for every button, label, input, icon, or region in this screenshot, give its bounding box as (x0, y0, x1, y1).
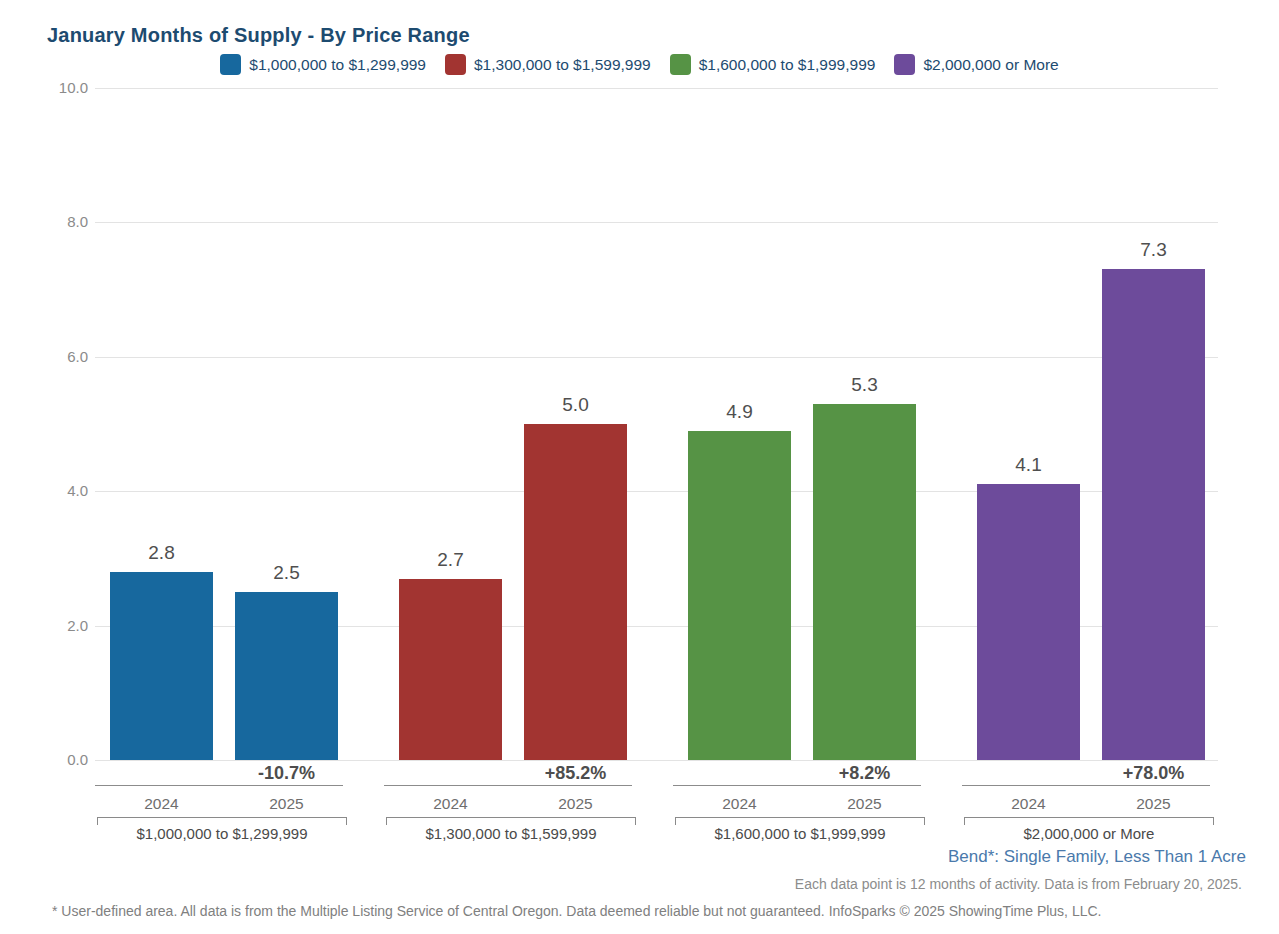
gridline-6.0 (95, 357, 1218, 358)
footer-location-label: Bend*: Single Family, Less Than 1 Acre (948, 847, 1246, 867)
footer-data-note: Each data point is 12 months of activity… (795, 876, 1242, 892)
year-axis-label: 2024 (110, 795, 213, 813)
y-axis-tick-6.0: 6.0 (28, 348, 88, 365)
year-axis-label: 2024 (688, 795, 791, 813)
percent-change-label: +85.2% (494, 763, 657, 784)
group-bracket (97, 817, 347, 825)
bar-value-label: 2.5 (205, 562, 368, 584)
chart-title: January Months of Supply - By Price Rang… (47, 24, 470, 47)
legend-item-3[interactable]: $1,600,000 to $1,999,999 (670, 54, 876, 75)
percent-change-label: +78.0% (1072, 763, 1235, 784)
group-axis-rule (95, 785, 343, 786)
legend-item-1[interactable]: $1,000,000 to $1,299,999 (220, 54, 426, 75)
bar-value-label: 5.3 (783, 374, 946, 396)
bar-group2-2025[interactable] (524, 424, 627, 760)
year-axis-label: 2024 (399, 795, 502, 813)
gridline-8.0 (95, 222, 1218, 223)
bar-group3-2024[interactable] (688, 431, 791, 760)
bar-group1-2024[interactable] (110, 572, 213, 760)
chart-page: January Months of Supply - By Price Rang… (0, 0, 1279, 934)
year-axis-label: 2025 (524, 795, 627, 813)
group-axis-rule (673, 785, 921, 786)
y-axis-tick-10.0: 10.0 (28, 79, 88, 96)
bar-value-label: 2.8 (80, 542, 243, 564)
y-axis-tick-2.0: 2.0 (28, 617, 88, 634)
bar-value-label: 7.3 (1072, 239, 1235, 261)
bar-value-label: 5.0 (494, 394, 657, 416)
bar-group4-2025[interactable] (1102, 269, 1205, 760)
legend-item-label: $1,000,000 to $1,299,999 (249, 56, 426, 74)
legend-swatch-icon (670, 54, 691, 75)
bar-value-label: 4.9 (658, 401, 821, 423)
price-range-group-label: $1,300,000 to $1,599,999 (386, 825, 636, 842)
group-bracket (675, 817, 925, 825)
y-axis-tick-0.0: 0.0 (28, 751, 88, 768)
chart-legend: $1,000,000 to $1,299,999 $1,300,000 to $1… (0, 54, 1279, 75)
legend-item-4[interactable]: $2,000,000 or More (894, 54, 1058, 75)
legend-item-label: $2,000,000 or More (923, 56, 1058, 74)
year-axis-label: 2024 (977, 795, 1080, 813)
y-axis-tick-8.0: 8.0 (28, 213, 88, 230)
footer-disclaimer: * User-defined area. All data is from th… (52, 903, 1101, 919)
legend-item-label: $1,300,000 to $1,599,999 (474, 56, 651, 74)
bar-group1-2025[interactable] (235, 592, 338, 760)
legend-swatch-icon (445, 54, 466, 75)
year-axis-label: 2025 (235, 795, 338, 813)
group-bracket (964, 817, 1214, 825)
y-axis-tick-4.0: 4.0 (28, 482, 88, 499)
legend-swatch-icon (220, 54, 241, 75)
bar-value-label: 2.7 (369, 549, 532, 571)
group-axis-rule (962, 785, 1210, 786)
price-range-group-label: $1,600,000 to $1,999,999 (675, 825, 925, 842)
gridline-0.0 (95, 760, 1218, 761)
legend-item-2[interactable]: $1,300,000 to $1,599,999 (445, 54, 651, 75)
legend-item-label: $1,600,000 to $1,999,999 (699, 56, 876, 74)
price-range-group-label: $1,000,000 to $1,299,999 (97, 825, 347, 842)
gridline-10.0 (95, 88, 1218, 89)
legend-swatch-icon (894, 54, 915, 75)
price-range-group-label: $2,000,000 or More (964, 825, 1214, 842)
bar-group2-2024[interactable] (399, 579, 502, 760)
group-bracket (386, 817, 636, 825)
year-axis-label: 2025 (813, 795, 916, 813)
bar-group4-2024[interactable] (977, 484, 1080, 760)
group-axis-rule (384, 785, 632, 786)
bar-group3-2025[interactable] (813, 404, 916, 760)
year-axis-label: 2025 (1102, 795, 1205, 813)
bar-value-label: 4.1 (947, 454, 1110, 476)
percent-change-label: +8.2% (783, 763, 946, 784)
percent-change-label: -10.7% (205, 763, 368, 784)
